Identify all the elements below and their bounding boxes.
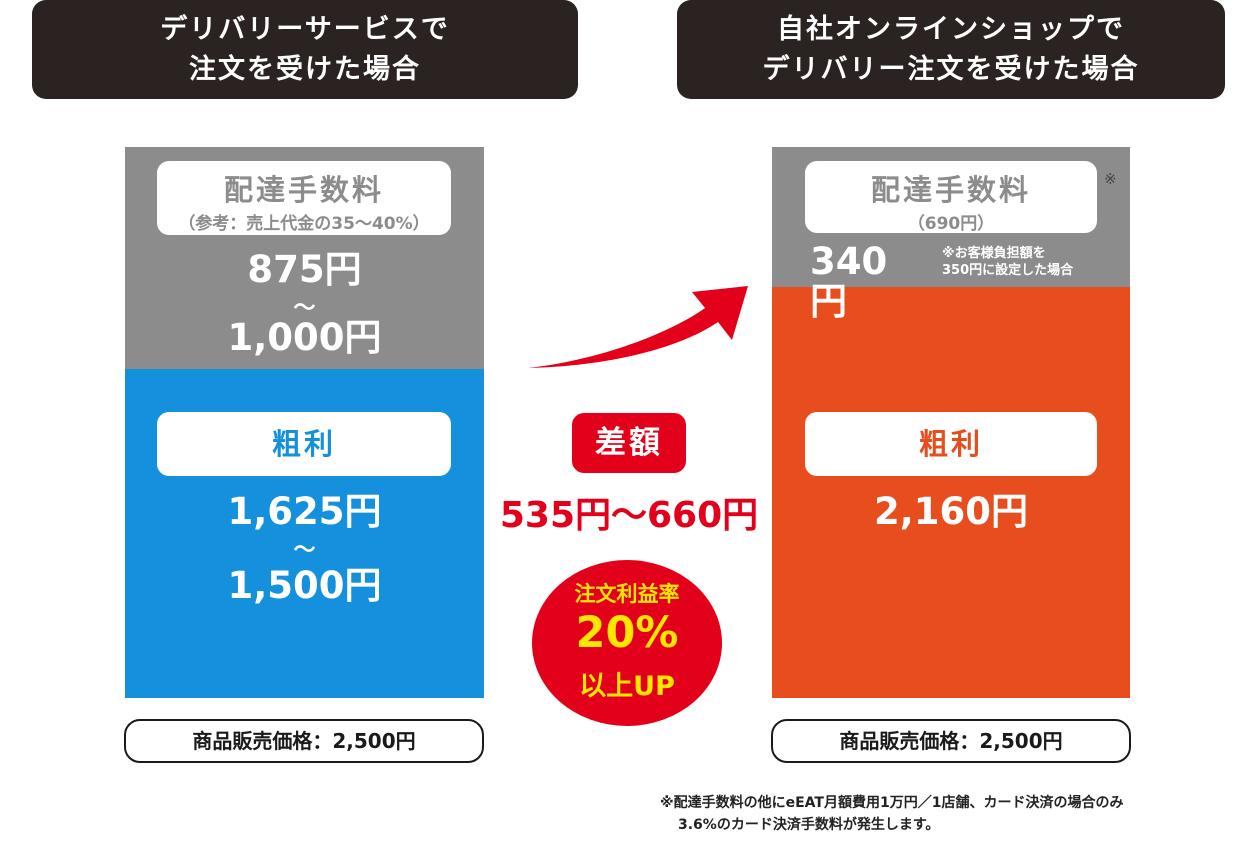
left-profit-amount-1: 1,625円 [227,490,382,533]
diff-value: 535円〜660円 [499,495,759,536]
circle-line3: 以上UP [579,671,675,702]
left-fee-pill: 配達手数料 （参考：売上代金の35〜40%） [157,161,451,235]
right-header-line1: 自社オンラインショップで [777,13,1125,45]
footnote-line1: ※配達手数料の他にeEAT月額費用1万円／1店舗、カード決済の場合のみ [660,795,1124,811]
right-fee-note-1: ※お客様負担額を [942,246,1046,261]
profit-rate-circle: 注文利益率 20% 以上UP [532,560,722,726]
right-header: 自社オンラインショップで デリバリー注文を受けた場合 [677,0,1225,99]
left-header-line1: デリバリーサービスで [160,13,450,45]
right-profit-amount: 2,160円 [873,490,1029,533]
left-price-box: 商品販売価格：2,500円 [124,719,484,763]
circle-line2: 20% [575,608,679,658]
right-fee-title: 配達手数料 [870,173,1031,207]
right-fee-sub: （690円） [907,214,995,234]
left-profit-amount-2: 1,500円 [227,564,382,607]
right-fee-asterisk: ※ [1104,170,1117,188]
left-price-label: 商品販売価格：2,500円 [192,729,416,753]
left-profit-tilde: 〜 [293,538,316,563]
arrow-up-right-icon [528,286,748,368]
right-header-line2: デリバリー注文を受けた場合 [762,53,1140,85]
left-profit-pill: 粗利 [157,412,451,476]
right-profit-pill: 粗利 [805,412,1097,476]
right-price-box: 商品販売価格：2,500円 [771,719,1131,763]
footnote: ※配達手数料の他にeEAT月額費用1万円／1店舗、カード決済の場合のみ 3.6%… [660,792,1220,836]
left-header: デリバリーサービスで 注文を受けた場合 [32,0,578,99]
left-fee-amount-1: 875円 [247,248,362,291]
right-fee-amount: 340円 [810,240,888,323]
left-profit-title: 粗利 [271,427,336,461]
right-price-label: 商品販売価格：2,500円 [839,729,1063,753]
footnote-line2: 3.6%のカード決済手数料が発生します。 [678,817,940,833]
left-fee-title: 配達手数料 [223,173,384,207]
diff-label: 差額 [595,425,663,461]
right-profit-title: 粗利 [918,427,983,461]
right-profit-block [772,287,1130,698]
left-fee-sub: （参考：売上代金の35〜40%） [178,214,430,234]
right-fee-note: ※お客様負担額を 350円に設定した場合 [942,245,1122,279]
left-header-line2: 注文を受けた場合 [189,53,421,85]
circle-line1: 注文利益率 [574,582,680,606]
left-fee-amount-2: 1,000円 [227,316,382,359]
right-fee-note-2: 350円に設定した場合 [942,263,1074,278]
diff-badge: 差額 [572,413,686,473]
right-fee-pill: 配達手数料 （690円） [805,161,1097,234]
left-fee-tilde: 〜 [293,296,316,321]
